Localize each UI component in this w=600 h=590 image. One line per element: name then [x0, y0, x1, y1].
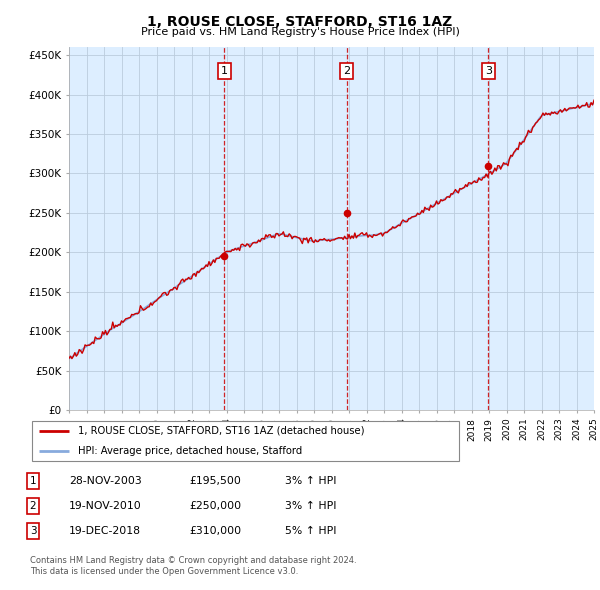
Text: 1, ROUSE CLOSE, STAFFORD, ST16 1AZ: 1, ROUSE CLOSE, STAFFORD, ST16 1AZ — [148, 15, 452, 29]
Text: HPI: Average price, detached house, Stafford: HPI: Average price, detached house, Staf… — [77, 446, 302, 456]
Text: 2: 2 — [343, 66, 350, 76]
FancyBboxPatch shape — [32, 421, 459, 461]
Text: Price paid vs. HM Land Registry's House Price Index (HPI): Price paid vs. HM Land Registry's House … — [140, 27, 460, 37]
Text: 1: 1 — [221, 66, 228, 76]
Text: Contains HM Land Registry data © Crown copyright and database right 2024.: Contains HM Land Registry data © Crown c… — [30, 556, 356, 565]
Text: 5% ↑ HPI: 5% ↑ HPI — [285, 526, 337, 536]
Text: £310,000: £310,000 — [189, 526, 241, 536]
Text: This data is licensed under the Open Government Licence v3.0.: This data is licensed under the Open Gov… — [30, 566, 298, 576]
Text: 3% ↑ HPI: 3% ↑ HPI — [285, 476, 337, 486]
Text: £250,000: £250,000 — [189, 501, 241, 510]
Text: 2: 2 — [29, 501, 37, 510]
Text: 3: 3 — [29, 526, 37, 536]
Text: £195,500: £195,500 — [189, 476, 241, 486]
Text: 3% ↑ HPI: 3% ↑ HPI — [285, 501, 337, 510]
Text: 19-NOV-2010: 19-NOV-2010 — [69, 501, 142, 510]
Text: 3: 3 — [485, 66, 492, 76]
Text: 1, ROUSE CLOSE, STAFFORD, ST16 1AZ (detached house): 1, ROUSE CLOSE, STAFFORD, ST16 1AZ (deta… — [77, 426, 364, 436]
Text: 28-NOV-2003: 28-NOV-2003 — [69, 476, 142, 486]
Text: 1: 1 — [29, 476, 37, 486]
Text: 19-DEC-2018: 19-DEC-2018 — [69, 526, 141, 536]
